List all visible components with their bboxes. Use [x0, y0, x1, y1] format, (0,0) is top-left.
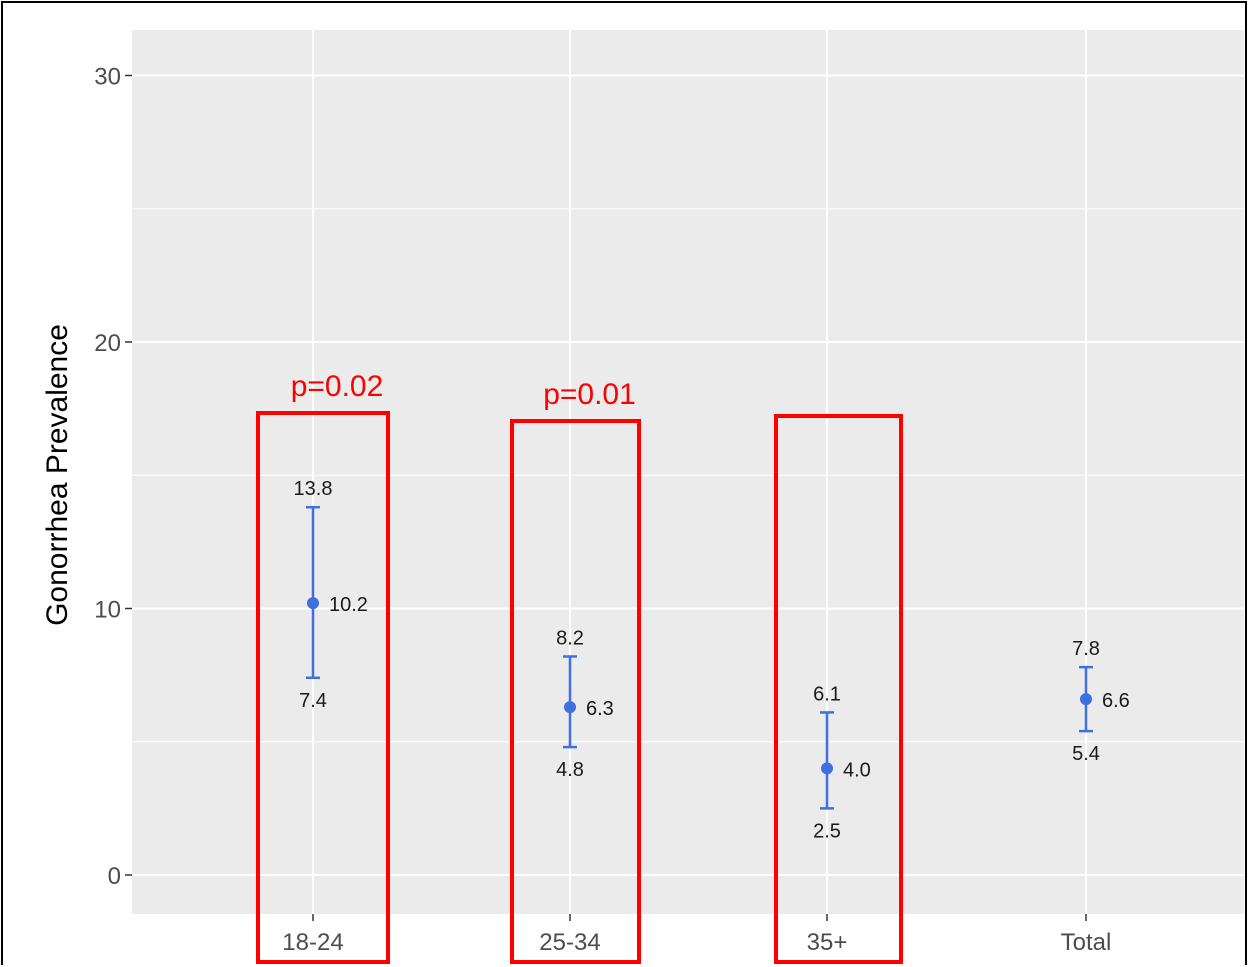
x-tick-label: 35+: [807, 929, 848, 956]
lower-value-label: 5.4: [1072, 743, 1100, 765]
data-point: [821, 762, 833, 775]
y-tick-label: 0: [108, 863, 121, 890]
x-tick-label: 18-24: [282, 929, 343, 956]
y-axis-label: Gonorrhea Prevalence: [41, 324, 74, 626]
x-tick-label: Total: [1061, 929, 1112, 956]
plot-panel: [132, 30, 1244, 914]
point-value-label: 6.3: [586, 698, 614, 720]
grid-lines: [132, 30, 1244, 914]
axis-ticks: 0 10 20 30 18-24 25-34 35+ Total: [94, 64, 1111, 957]
data-point: [564, 701, 576, 714]
upper-value-label: 8.2: [556, 627, 584, 649]
highlight-boxes: p=0.02 p=0.01: [256, 370, 903, 964]
y-tick-label: 10: [94, 597, 121, 624]
highlight-box: [774, 414, 903, 964]
y-tick-label: 30: [94, 64, 121, 91]
upper-value-label: 7.8: [1072, 638, 1100, 660]
data-point: [307, 597, 319, 610]
upper-value-label: 13.8: [294, 478, 333, 500]
lower-value-label: 2.5: [813, 820, 841, 842]
p-value-annotation: p=0.01: [543, 378, 636, 411]
point-value-label: 4.0: [843, 759, 871, 781]
upper-value-label: 6.1: [813, 683, 841, 705]
x-tick-label: 25-34: [539, 929, 600, 956]
p-value-annotation: p=0.02: [291, 370, 384, 403]
highlight-box: [510, 419, 641, 964]
lower-value-label: 4.8: [556, 759, 584, 781]
point-value-label: 6.6: [1102, 690, 1130, 712]
y-tick-label: 20: [94, 330, 121, 357]
highlight-box: [256, 411, 390, 964]
point-value-label: 10.2: [329, 594, 368, 616]
data-point: [1080, 693, 1092, 706]
data-marks: 13.8 10.2 7.4 8.2 6.3 4.8 6.1 4.0 2.5 7.8 6.6 5.4: [294, 478, 1130, 842]
lower-value-label: 7.4: [299, 690, 327, 712]
